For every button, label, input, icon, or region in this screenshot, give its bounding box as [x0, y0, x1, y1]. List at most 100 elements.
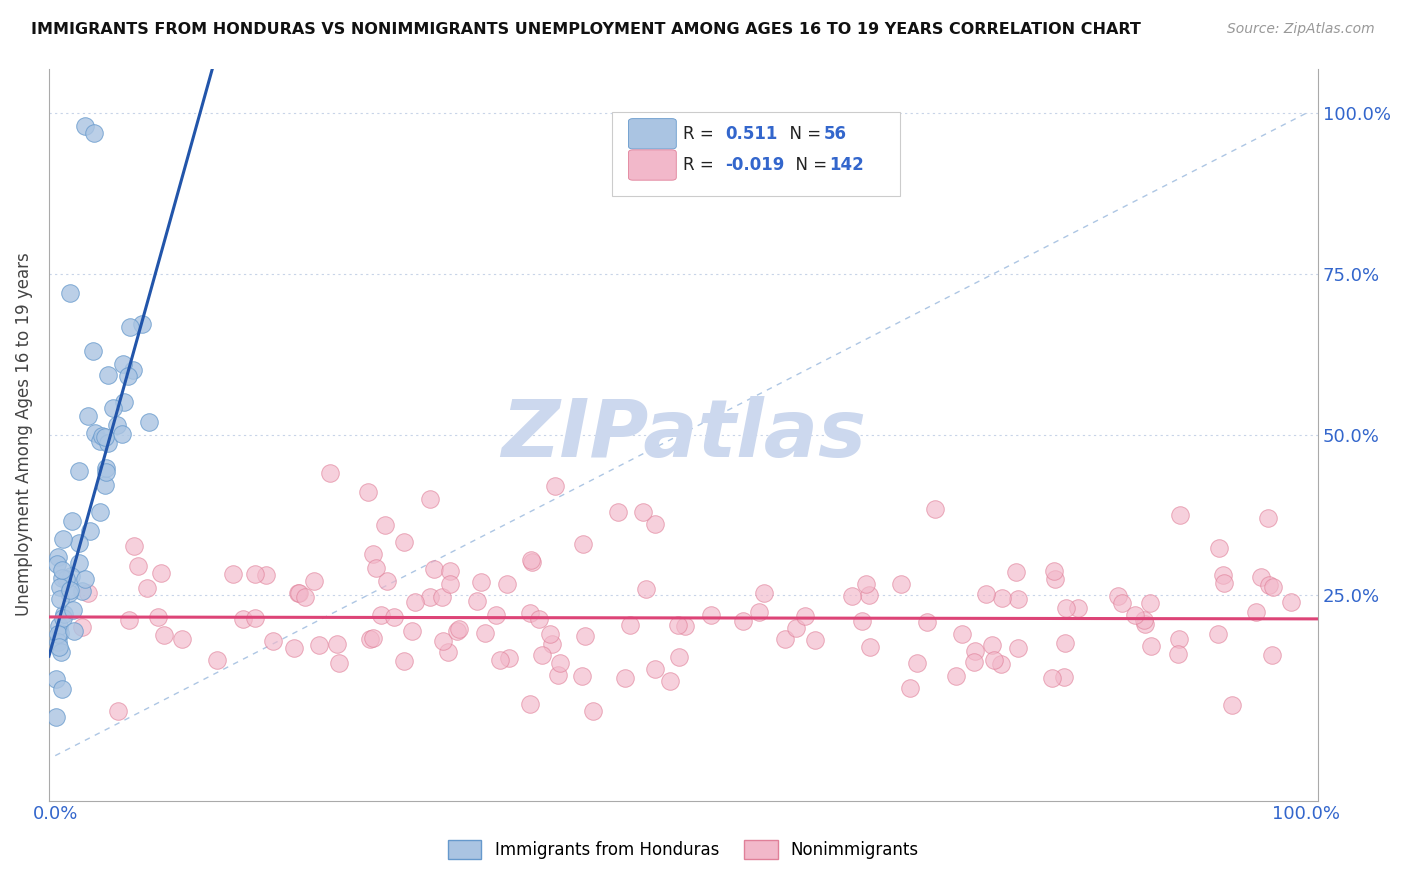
Point — [72, 620, 94, 634]
Point — [89, 434, 111, 448]
Point — [45, 557, 67, 571]
Point — [112, 395, 135, 409]
Point — [634, 582, 657, 596]
Point — [148, 610, 170, 624]
Point — [366, 561, 388, 575]
Point — [1261, 580, 1284, 594]
Point — [222, 566, 245, 581]
Point — [1208, 541, 1230, 555]
Point — [46, 627, 69, 641]
Point — [1042, 564, 1064, 578]
Point — [172, 632, 194, 646]
Point — [232, 612, 254, 626]
Point — [700, 607, 723, 622]
Point — [541, 637, 564, 651]
Point — [731, 614, 754, 628]
Point — [439, 577, 461, 591]
Point — [644, 661, 666, 675]
Point — [1111, 596, 1133, 610]
Point — [75, 572, 97, 586]
Point — [1206, 626, 1229, 640]
Point — [547, 668, 569, 682]
Point — [1257, 578, 1279, 592]
Point — [1213, 575, 1236, 590]
Point — [49, 581, 72, 595]
Point — [357, 485, 380, 500]
Point — [82, 344, 104, 359]
Point — [328, 656, 350, 670]
Text: 142: 142 — [830, 156, 865, 174]
Point — [430, 590, 453, 604]
Point — [149, 566, 172, 580]
Point — [94, 460, 117, 475]
Point — [97, 436, 120, 450]
Point — [606, 505, 628, 519]
Point — [1135, 617, 1157, 632]
Point — [530, 648, 553, 662]
Point — [519, 698, 541, 712]
Point — [127, 559, 149, 574]
Point — [963, 656, 986, 670]
Point — [46, 549, 69, 564]
Text: R =: R = — [683, 156, 720, 174]
Text: 0.511: 0.511 — [725, 125, 778, 143]
Point — [855, 577, 877, 591]
Point — [245, 567, 267, 582]
Point — [288, 586, 311, 600]
Point — [1123, 607, 1146, 622]
Point — [294, 591, 316, 605]
Point — [432, 633, 454, 648]
Point — [803, 633, 825, 648]
Point — [392, 535, 415, 549]
Point — [374, 517, 396, 532]
Point — [207, 653, 229, 667]
Point — [748, 605, 770, 619]
Point — [446, 624, 468, 638]
Point — [51, 563, 73, 577]
Point — [859, 640, 882, 655]
Legend: Immigrants from Honduras, Nonimmigrants: Immigrants from Honduras, Nonimmigrants — [441, 833, 925, 865]
Point — [103, 401, 125, 416]
Point — [488, 653, 510, 667]
Point — [858, 588, 880, 602]
Point — [1040, 671, 1063, 685]
Point — [55, 572, 77, 586]
Point — [51, 682, 73, 697]
Point — [950, 626, 973, 640]
Point — [262, 634, 284, 648]
Point — [659, 673, 682, 688]
Point — [1067, 601, 1090, 615]
Point — [974, 587, 997, 601]
Point — [447, 622, 470, 636]
Point — [980, 638, 1002, 652]
Point — [287, 586, 309, 600]
Point — [945, 669, 967, 683]
Text: N =: N = — [779, 125, 827, 143]
Point — [138, 415, 160, 429]
Point — [631, 505, 654, 519]
Point — [465, 594, 488, 608]
Point — [1279, 595, 1302, 609]
Point — [668, 649, 690, 664]
Point — [785, 621, 807, 635]
Point — [924, 502, 946, 516]
Point — [83, 126, 105, 140]
Point — [752, 585, 775, 599]
Point — [107, 704, 129, 718]
Point — [538, 626, 561, 640]
Point — [419, 491, 441, 506]
Point — [361, 547, 384, 561]
Point — [963, 644, 986, 658]
Point — [59, 582, 82, 597]
Point — [423, 561, 446, 575]
Point — [46, 635, 69, 649]
Point — [48, 619, 70, 633]
Point — [79, 524, 101, 538]
Point — [83, 426, 105, 441]
Point — [112, 357, 135, 371]
Point — [90, 429, 112, 443]
Point — [574, 629, 596, 643]
Point — [890, 577, 912, 591]
Point — [52, 533, 75, 547]
Point — [1132, 613, 1154, 627]
